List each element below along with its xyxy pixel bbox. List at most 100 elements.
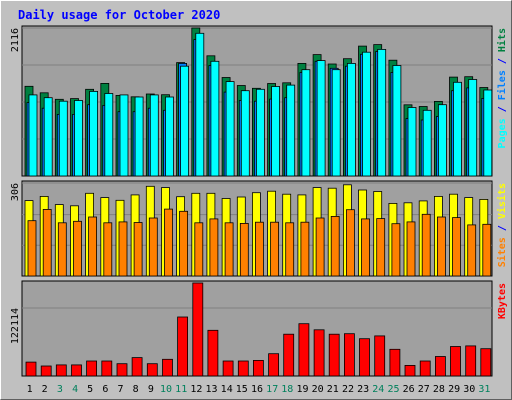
- x-tick-label: 26: [403, 384, 415, 395]
- bar-kbytes-day-1: [25, 361, 37, 377]
- chart-title: Daily usage for October 2020: [18, 8, 220, 22]
- x-tick-label: 23: [357, 384, 369, 395]
- legend-part: Sites: [496, 237, 508, 267]
- bar-pages-day-30: [468, 79, 478, 177]
- bar-sites-day-20: [315, 217, 325, 277]
- bar-kbytes-day-17: [268, 353, 280, 377]
- bar-pages-day-3: [58, 100, 68, 177]
- x-tick-label: 18: [281, 384, 293, 395]
- bar-sites-day-12: [194, 222, 204, 277]
- bar-pages-day-24: [377, 49, 387, 177]
- bar-pages-day-2: [43, 97, 53, 177]
- bar-kbytes-day-25: [389, 348, 401, 377]
- bar-sites-day-13: [209, 218, 219, 277]
- bar-kbytes-day-16: [252, 359, 264, 377]
- bar-kbytes-day-19: [298, 323, 310, 377]
- x-tick-label: 17: [266, 384, 278, 395]
- bar-kbytes-day-29: [450, 346, 461, 377]
- bar-pages-day-5: [89, 91, 98, 177]
- x-tick-label: 21: [327, 384, 339, 395]
- bar-kbytes-day-31: [480, 348, 492, 377]
- x-axis-day-labels: 1 2 3 4 5 6 7 8 9 10 11 12 13 14 15 16 17 18 19 20 21 22 23 24 2…: [27, 384, 491, 395]
- bar-kbytes-day-5: [86, 360, 97, 377]
- bar-sites-day-3: [57, 222, 67, 277]
- bar-kbytes-day-15: [237, 360, 249, 377]
- bar-pages-day-27: [422, 109, 432, 177]
- bar-kbytes-day-6: [101, 360, 113, 377]
- bar-sites-day-10: [164, 208, 173, 277]
- bar-sites-day-5: [88, 216, 97, 277]
- bar-pages-day-7: [119, 94, 129, 177]
- panel-visits-sites: 306 Sites / Visits: [10, 180, 508, 277]
- x-tick-label: 15: [236, 384, 248, 395]
- series-pages: [28, 32, 493, 177]
- series-kbytes: [25, 282, 492, 377]
- bar-kbytes-day-28: [434, 356, 446, 377]
- x-tick-label: 22: [342, 384, 354, 395]
- bar-sites-day-26: [406, 221, 416, 277]
- bar-kbytes-day-27: [419, 360, 431, 377]
- bar-kbytes-day-18: [283, 333, 295, 377]
- bar-pages-day-12: [195, 32, 205, 177]
- bar-kbytes-day-21: [328, 333, 340, 377]
- bar-pages-day-17: [271, 86, 281, 177]
- x-tick-label: 12: [190, 384, 202, 395]
- x-tick-label: 13: [205, 384, 217, 395]
- bar-pages-day-11: [180, 65, 190, 177]
- bar-pages-day-22: [346, 63, 356, 177]
- bar-sites-day-6: [103, 222, 113, 277]
- bar-pages-day-13: [210, 60, 220, 177]
- panel-kbytes: 122114 KBytes: [10, 280, 508, 377]
- bar-sites-day-11: [179, 210, 189, 277]
- x-tick-label: 5: [87, 384, 93, 395]
- bar-pages-day-19: [301, 69, 311, 177]
- x-tick-label: 1: [27, 384, 33, 395]
- x-tick-label: 27: [418, 384, 430, 395]
- bar-kbytes-day-22: [343, 333, 355, 377]
- bar-kbytes-day-24: [374, 335, 386, 377]
- bar-sites-day-16: [254, 221, 264, 277]
- bar-sites-day-25: [391, 223, 401, 277]
- series-sites: [27, 208, 492, 277]
- bar-pages-day-28: [437, 104, 447, 177]
- bar-pages-day-25: [392, 65, 402, 177]
- bar-sites-day-28: [436, 216, 446, 277]
- bar-kbytes-day-12: [192, 282, 204, 377]
- bar-pages-day-10: [165, 96, 174, 177]
- x-tick-label: 30: [463, 384, 475, 395]
- bar-pages-day-8: [134, 96, 144, 177]
- bar-sites-day-2: [42, 208, 52, 277]
- bar-sites-day-21: [330, 215, 340, 277]
- x-tick-label: 10: [160, 384, 172, 395]
- bar-pages-day-21: [331, 69, 341, 177]
- x-tick-label: 29: [448, 384, 460, 395]
- x-tick-label: 8: [133, 384, 139, 395]
- panel-max-label: 122114: [10, 308, 21, 344]
- bar-sites-day-7: [118, 221, 128, 277]
- legend-part: Hits: [496, 28, 508, 52]
- bar-pages-day-16: [255, 88, 265, 177]
- x-tick-label: 9: [148, 384, 154, 395]
- bar-sites-day-17: [270, 221, 280, 277]
- bar-kbytes-day-4: [71, 364, 82, 377]
- bar-kbytes-day-11: [177, 316, 189, 377]
- bar-sites-day-8: [133, 222, 143, 277]
- x-tick-label: 7: [117, 384, 123, 395]
- bar-sites-day-4: [73, 220, 82, 277]
- x-tick-label: 24: [372, 384, 384, 395]
- panel-hits-files-pages: 2116 Pages / Files / Hits: [10, 25, 508, 177]
- bar-pages-day-23: [362, 51, 371, 177]
- bar-pages-day-15: [240, 90, 250, 177]
- bar-kbytes-day-20: [313, 329, 325, 377]
- panel-max-label: 2116: [10, 28, 21, 52]
- legend-part: /: [497, 52, 508, 70]
- legend-part: KBytes: [497, 283, 508, 319]
- panel-legend: Pages / Files / Hits: [496, 28, 508, 148]
- panel-legend: KBytes: [497, 283, 508, 319]
- x-tick-label: 16: [251, 384, 263, 395]
- x-tick-label: 19: [296, 384, 308, 395]
- bar-sites-day-24: [376, 218, 386, 277]
- bar-pages-day-4: [74, 100, 83, 177]
- x-tick-label: 20: [312, 384, 324, 395]
